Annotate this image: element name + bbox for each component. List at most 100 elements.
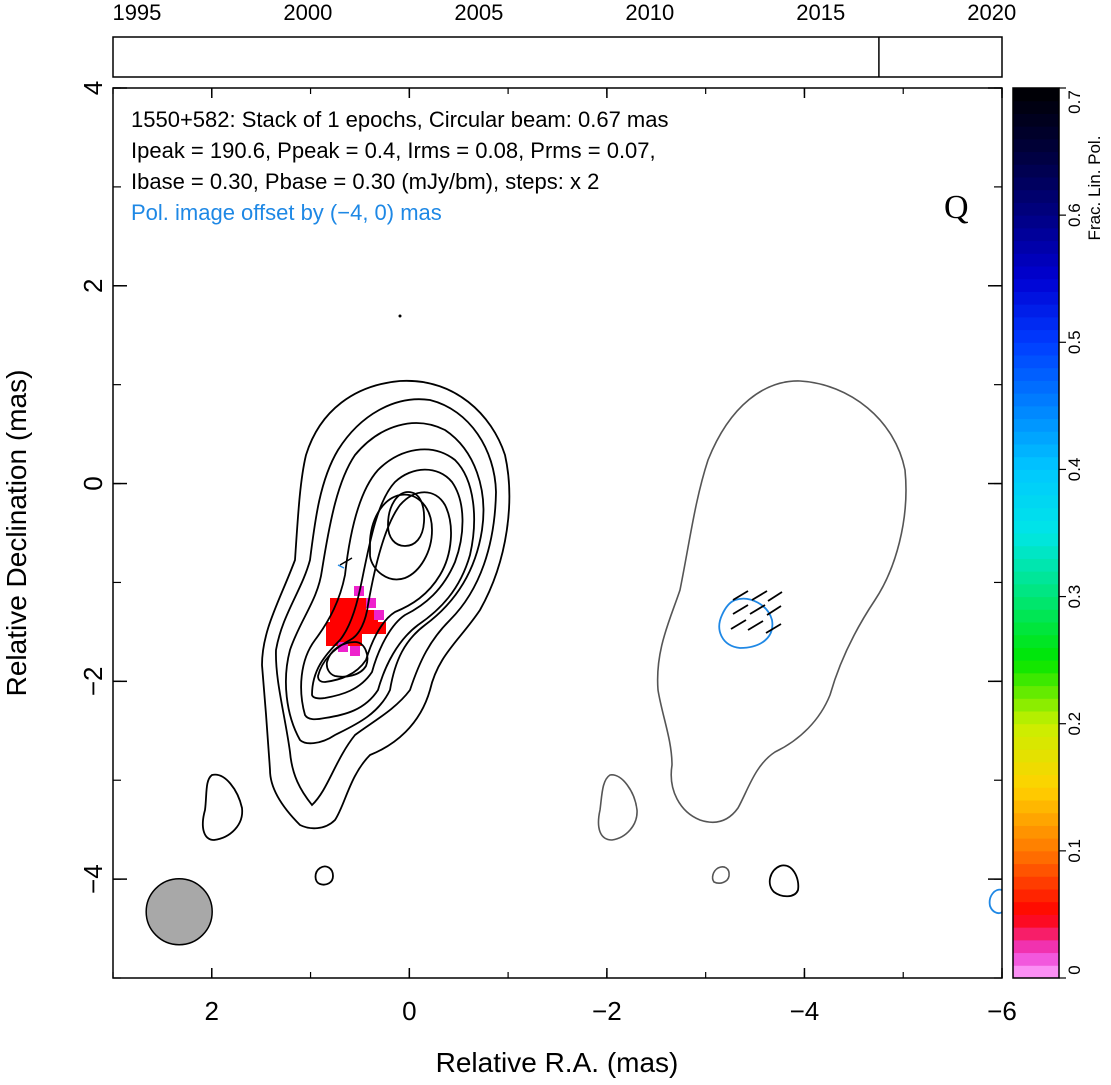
colorbar-tick-label: 0.5 bbox=[1065, 330, 1084, 354]
colorbar-tick-label: 0.2 bbox=[1065, 712, 1084, 736]
colorbar-step bbox=[1013, 723, 1059, 737]
colorbar-step bbox=[1013, 253, 1059, 267]
colorbar-step bbox=[1013, 927, 1059, 941]
fracpol-pixel bbox=[362, 622, 374, 634]
offset-pol-contours bbox=[597, 380, 907, 884]
colorbar-step bbox=[1013, 596, 1059, 610]
fracpol-pixel-low bbox=[374, 610, 384, 620]
colorbar-step bbox=[1013, 431, 1059, 445]
info-line-3: Ibase = 0.30, Pbase = 0.30 (mJy/bm), ste… bbox=[131, 169, 599, 194]
colorbar-step bbox=[1013, 545, 1059, 559]
colorbar-step bbox=[1013, 583, 1059, 598]
colorbar-step bbox=[1013, 329, 1059, 343]
colorbar-step bbox=[1013, 418, 1059, 432]
colorbar-step bbox=[1013, 113, 1059, 127]
info-line-1: 1550+582: Stack of 1 epochs, Circular be… bbox=[131, 107, 668, 132]
colorbar-step bbox=[1013, 901, 1059, 915]
y-tick-label: −2 bbox=[78, 667, 108, 697]
colorbar-step bbox=[1013, 520, 1059, 534]
colorbar-step bbox=[1013, 812, 1059, 826]
offset-note: Pol. image offset by (−4, 0) mas bbox=[131, 200, 442, 225]
y-tick-label: 0 bbox=[78, 476, 108, 490]
x-tick-label: 2 bbox=[205, 996, 219, 1026]
colorbar-step bbox=[1013, 367, 1059, 381]
x-tick-label: −4 bbox=[790, 996, 820, 1026]
year-label: 2005 bbox=[454, 0, 503, 25]
year-label: 2020 bbox=[967, 0, 1016, 25]
colorbar-step bbox=[1013, 482, 1059, 496]
colorbar-step bbox=[1013, 787, 1059, 801]
colorbar-step bbox=[1013, 800, 1059, 814]
colorbar-tick-label: 0.7 bbox=[1065, 90, 1084, 114]
beam-ellipse bbox=[145, 877, 213, 946]
offset-island-2 bbox=[711, 866, 730, 884]
x-tick-label: −2 bbox=[592, 996, 622, 1026]
year-label: 1995 bbox=[112, 0, 161, 25]
evpa-vectors bbox=[730, 590, 783, 634]
colorbar-step bbox=[1013, 711, 1059, 725]
stokes-i-contours bbox=[201, 380, 511, 886]
colorbar-step bbox=[1013, 952, 1059, 966]
colorbar-step bbox=[1013, 355, 1059, 369]
colorbar: 0 0.1 0.2 0.3 0.4 0.5 0.6 0.7 Frac. Lin. Pol. bbox=[1012, 87, 1104, 979]
colorbar-step bbox=[1013, 215, 1059, 229]
colorbar-step bbox=[1013, 202, 1059, 216]
colorbar-step bbox=[1013, 151, 1059, 165]
x-tick-label: −6 bbox=[987, 996, 1017, 1026]
offset-outer-contour bbox=[656, 380, 907, 824]
y-axis-label: Relative Declination (mas) bbox=[1, 370, 32, 697]
colorbar-tick-label: 0.6 bbox=[1065, 203, 1084, 227]
fracpol-pixel bbox=[342, 598, 354, 610]
colorbar-step bbox=[1013, 316, 1059, 331]
colorbar-tick-label: 0.4 bbox=[1065, 458, 1084, 482]
colorbar-step bbox=[1013, 558, 1059, 572]
y-tick-label: −4 bbox=[78, 864, 108, 894]
colorbar-step bbox=[1013, 660, 1059, 674]
colorbar-step bbox=[1013, 774, 1059, 788]
colorbar-step bbox=[1013, 177, 1059, 191]
colorbar-step bbox=[1013, 380, 1059, 394]
colorbar-step bbox=[1013, 685, 1059, 699]
epoch-timeline: 1995 2000 2005 2010 2015 2020 bbox=[112, 0, 1016, 78]
contour-island-1 bbox=[201, 773, 243, 841]
fracpol-pixel bbox=[326, 622, 338, 634]
evpa-tick bbox=[339, 557, 353, 566]
offset-island-1 bbox=[597, 774, 638, 841]
colorbar-step bbox=[1013, 494, 1059, 509]
colorbar-step bbox=[1013, 965, 1059, 979]
colorbar-step bbox=[1013, 189, 1059, 203]
colorbar-step bbox=[1013, 266, 1059, 280]
colorbar-step bbox=[1013, 736, 1059, 750]
colorbar-step bbox=[1013, 914, 1059, 928]
fracpol-pixel bbox=[326, 634, 338, 646]
colorbar-step bbox=[1013, 304, 1059, 318]
colorbar-step bbox=[1013, 456, 1059, 470]
noise-dot bbox=[398, 314, 402, 318]
fracpol-pixel bbox=[354, 610, 366, 622]
colorbar-step bbox=[1013, 647, 1059, 661]
fracpol-pixel-low bbox=[338, 642, 348, 652]
contour-level-4 bbox=[300, 448, 475, 721]
colorbar-step bbox=[1013, 88, 1059, 102]
colorbar-step bbox=[1013, 507, 1059, 521]
colorbar-label: Frac. Lin. Pol. bbox=[1085, 136, 1104, 241]
contour-level-3 bbox=[285, 422, 485, 745]
fracpol-pixel bbox=[330, 610, 342, 622]
y-tick-label: 4 bbox=[78, 81, 108, 95]
contour-level-8 bbox=[387, 491, 425, 547]
contour-level-5 bbox=[311, 468, 464, 700]
colorbar-tick-label: 0 bbox=[1065, 965, 1084, 974]
contour-level-2 bbox=[275, 398, 497, 807]
colorbar-step bbox=[1013, 622, 1059, 636]
colorbar-step bbox=[1013, 393, 1059, 407]
colorbar-step bbox=[1013, 863, 1059, 877]
colorbar-step bbox=[1013, 469, 1059, 483]
year-label: 2010 bbox=[625, 0, 674, 25]
colorbar-step bbox=[1013, 939, 1059, 954]
offset-second-island bbox=[768, 864, 800, 898]
colorbar-step bbox=[1013, 825, 1059, 839]
colorbar-tick-label: 0.3 bbox=[1065, 585, 1084, 609]
colorbar-step bbox=[1013, 164, 1059, 178]
colorbar-step bbox=[1013, 876, 1059, 890]
